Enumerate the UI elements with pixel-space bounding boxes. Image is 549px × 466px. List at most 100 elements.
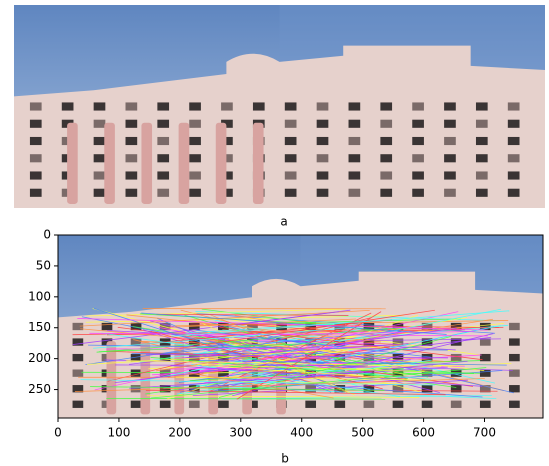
window [160, 401, 171, 408]
window [476, 102, 488, 110]
window [189, 171, 201, 179]
x-tick-label: 200 [168, 426, 191, 440]
window [285, 189, 297, 197]
window [126, 120, 138, 128]
window [364, 401, 375, 408]
window [131, 385, 142, 392]
window [94, 171, 106, 179]
window [305, 401, 316, 408]
window [285, 154, 297, 162]
window [380, 102, 392, 110]
window [451, 354, 462, 361]
window [476, 154, 488, 162]
window [189, 120, 201, 128]
window [94, 120, 106, 128]
window [285, 171, 297, 179]
x-tick-label: 500 [351, 426, 374, 440]
window [334, 401, 345, 408]
y-tick-label: 150 [28, 320, 51, 334]
window [476, 171, 488, 179]
window [380, 189, 392, 197]
window [444, 120, 456, 128]
window [157, 102, 169, 110]
window [157, 171, 169, 179]
window [317, 102, 329, 110]
window [126, 171, 138, 179]
window [509, 323, 520, 330]
window [380, 171, 392, 179]
window [349, 189, 361, 197]
window [508, 189, 520, 197]
window [94, 189, 106, 197]
window [317, 154, 329, 162]
y-tick-label: 50 [36, 258, 51, 272]
window [508, 137, 520, 145]
arch [104, 123, 115, 204]
window [102, 323, 113, 330]
window [126, 137, 138, 145]
window [476, 120, 488, 128]
window [444, 154, 456, 162]
window [393, 401, 404, 408]
window [509, 401, 520, 408]
window [285, 137, 297, 145]
window [508, 120, 520, 128]
window [189, 401, 200, 408]
arch [216, 123, 227, 204]
window [508, 171, 520, 179]
window [508, 102, 520, 110]
window [480, 354, 491, 361]
photo-a [14, 5, 545, 208]
window [317, 189, 329, 197]
window [30, 189, 42, 197]
window [131, 401, 142, 408]
window [189, 137, 201, 145]
window [30, 137, 42, 145]
figure: a b 010020030040050060070005010015020025… [0, 0, 549, 466]
window [317, 137, 329, 145]
window [94, 154, 106, 162]
y-tick-label: 200 [28, 351, 51, 365]
window [412, 154, 424, 162]
window [509, 385, 520, 392]
y-tick-label: 100 [28, 289, 51, 303]
window [317, 171, 329, 179]
window [349, 171, 361, 179]
window [253, 102, 265, 110]
window [444, 137, 456, 145]
window [189, 189, 201, 197]
window [285, 102, 297, 110]
window [189, 102, 201, 110]
window [380, 120, 392, 128]
arch [107, 341, 117, 414]
window [412, 189, 424, 197]
arch [67, 123, 78, 204]
window [94, 137, 106, 145]
window [30, 120, 42, 128]
arch [253, 123, 264, 204]
window [30, 171, 42, 179]
window [476, 137, 488, 145]
window [221, 102, 233, 110]
window [480, 401, 491, 408]
window [73, 370, 84, 377]
arch [179, 123, 190, 204]
window [380, 137, 392, 145]
window [349, 137, 361, 145]
window [126, 189, 138, 197]
window [380, 154, 392, 162]
window [62, 102, 74, 110]
y-tick-label: 0 [43, 228, 51, 242]
panel-label: a [280, 215, 287, 229]
window [157, 154, 169, 162]
x-tick-label: 0 [54, 426, 62, 440]
window [349, 120, 361, 128]
panel-label: b [281, 452, 289, 466]
window [476, 189, 488, 197]
arch [141, 123, 152, 204]
y-tick-label: 250 [28, 382, 51, 396]
window [157, 189, 169, 197]
window [157, 120, 169, 128]
x-tick-label: 300 [229, 426, 252, 440]
window [157, 137, 169, 145]
